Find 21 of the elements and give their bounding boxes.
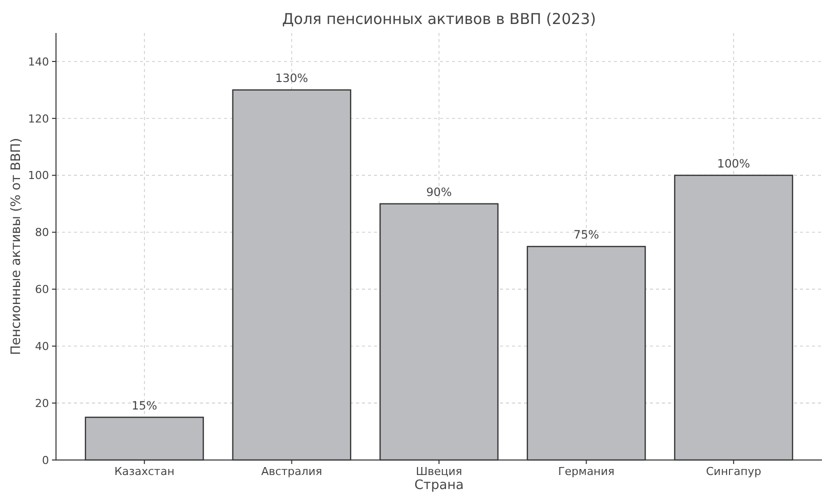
- y-tick-label: 60: [35, 283, 49, 296]
- x-tick-label: Германия: [558, 465, 615, 478]
- chart-title: Доля пенсионных активов в ВВП (2023): [282, 10, 596, 28]
- data-label: 90%: [426, 184, 452, 199]
- y-tick-label: 80: [35, 226, 49, 240]
- y-axis-title: Пенсионные активы (% от ВВП): [9, 138, 24, 356]
- y-tick-label: 120: [28, 112, 49, 126]
- x-tick-label: Швеция: [416, 465, 462, 478]
- x-tick-label: Казахстан: [114, 465, 174, 478]
- data-label: 15%: [132, 398, 158, 412]
- data-label: 100%: [717, 156, 750, 170]
- y-tick-label: 20: [35, 396, 49, 410]
- x-axis-title: Страна: [414, 478, 464, 493]
- y-tick-label: 40: [35, 340, 49, 353]
- x-tick-label: Австралия: [261, 465, 322, 478]
- data-label: 130%: [275, 70, 308, 85]
- y-tick-label: 140: [28, 55, 49, 68]
- x-tick-label: Сингапур: [706, 465, 762, 478]
- data-label: 75%: [574, 228, 600, 242]
- y-tick-label: 100: [28, 169, 49, 182]
- y-tick-label: 0: [42, 454, 49, 467]
